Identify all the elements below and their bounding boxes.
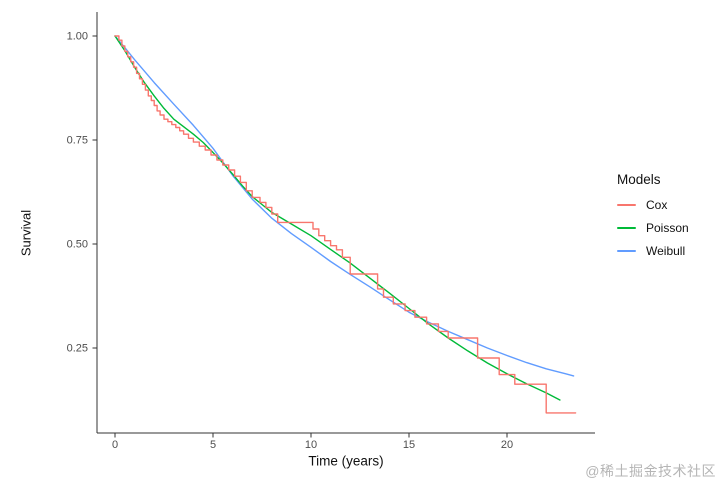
legend-item-cox: Cox <box>617 197 689 212</box>
legend-label-weibull: Weibull <box>646 243 686 258</box>
legend-title: Models <box>617 172 661 187</box>
series-weibull-line <box>114 35 575 377</box>
x-tick-label: 0 <box>112 439 118 451</box>
x-tick-label: 20 <box>501 439 513 451</box>
weibull-line-swatch <box>617 249 636 252</box>
legend: Models Cox Poisson Weibull <box>617 172 689 267</box>
y-tick-label: 1.00 <box>67 31 88 43</box>
series-poisson-line <box>114 35 561 401</box>
legend-item-weibull: Weibull <box>617 243 689 258</box>
x-tick-label: 10 <box>305 439 317 451</box>
series-cox-line <box>114 35 577 414</box>
legend-label-poisson: Poisson <box>646 220 689 235</box>
legend-label-cox: Cox <box>646 197 668 212</box>
watermark: @稀土掘金技术社区 <box>585 463 716 479</box>
legend-item-poisson: Poisson <box>617 220 689 235</box>
y-tick-label: 0.50 <box>67 239 88 251</box>
y-tick-label: 0.25 <box>67 343 88 355</box>
x-tick-label: 15 <box>403 439 415 451</box>
y-axis-title: Survival <box>18 209 34 257</box>
y-tick-label: 0.75 <box>67 135 88 147</box>
x-tick-label: 5 <box>210 439 216 451</box>
cox-line-swatch <box>617 203 636 206</box>
poisson-line-swatch <box>617 226 636 229</box>
x-axis-title: Time (years) <box>308 453 384 469</box>
